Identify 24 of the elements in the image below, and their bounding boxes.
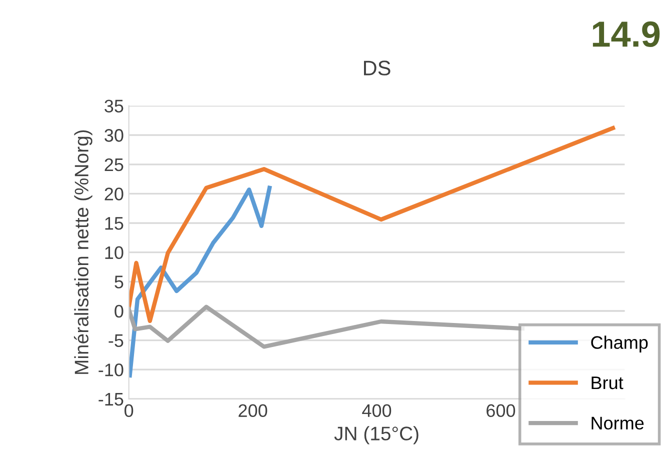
x-tick-label: 400: [362, 404, 392, 418]
line-series: [128, 186, 272, 378]
y-tick-label: 20: [104, 188, 124, 200]
legend-label: Brut: [592, 376, 624, 390]
y-tick-label: 5: [114, 276, 124, 288]
x-tick-label: 200: [238, 404, 268, 418]
x-axis-title: JN (15°C): [334, 426, 418, 444]
y-tick-label: -10: [98, 364, 124, 376]
y-tick-label: -15: [98, 393, 124, 406]
y-axis-title: Minéralisation nette (%Norg): [74, 130, 92, 374]
text: 14.9: [592, 21, 660, 47]
y-tick-label: 0: [114, 304, 124, 318]
x-tick-label: 0: [124, 404, 134, 418]
chart-title: DS: [364, 60, 390, 76]
x-tick-label: 600: [486, 404, 516, 418]
y-tick-label: 25: [104, 158, 124, 172]
legend-label: Champ: [591, 336, 648, 352]
y-tick-label: 35: [104, 100, 124, 112]
y-tick-label: 30: [104, 129, 124, 142]
legend-label: Norme: [592, 416, 644, 430]
y-tick-label: 10: [105, 246, 124, 260]
line-series: [128, 126, 616, 324]
y-tick-label: -5: [108, 334, 124, 347]
y-tick-label: 15: [105, 217, 124, 230]
